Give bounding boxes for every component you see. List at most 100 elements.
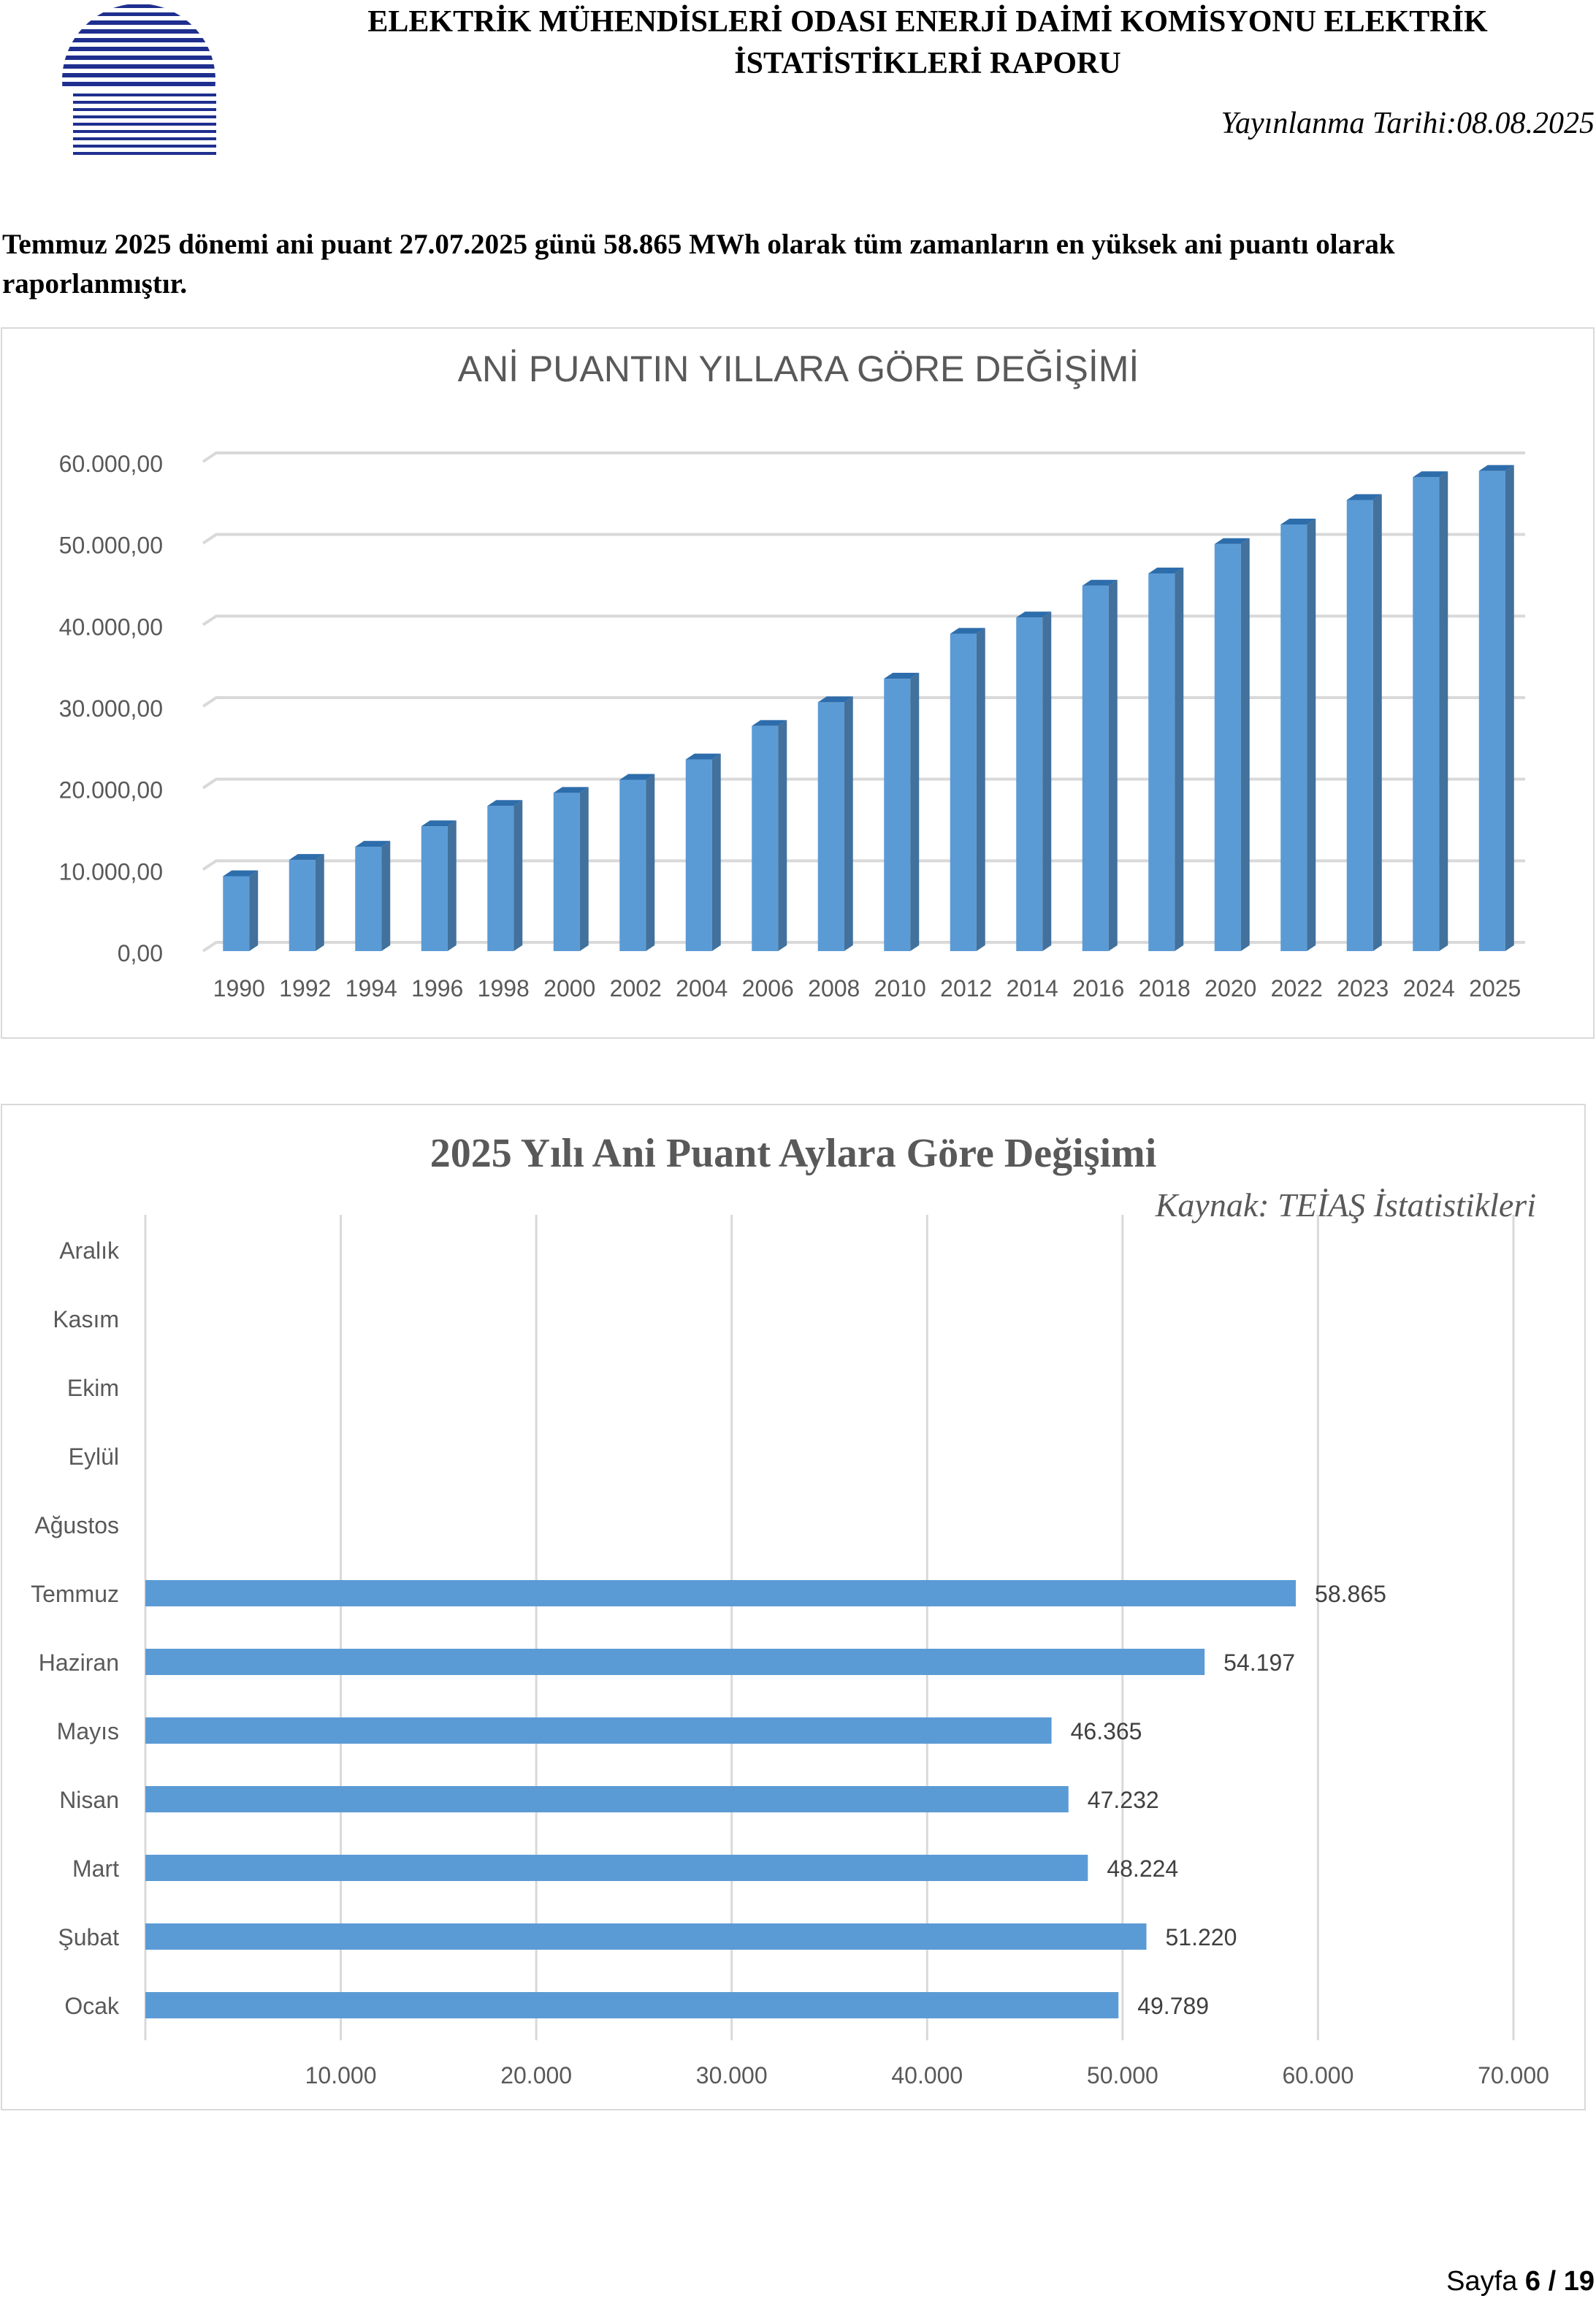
column-bar-top bbox=[619, 774, 655, 780]
column-bar-side bbox=[1175, 567, 1184, 951]
column-bar-front bbox=[355, 847, 382, 951]
gridline bbox=[202, 533, 1525, 545]
column-bar-front bbox=[1280, 524, 1307, 951]
column-bar-front bbox=[487, 806, 514, 951]
column-bar bbox=[1016, 611, 1052, 951]
month-bar bbox=[145, 1649, 1205, 1675]
data-label: 54.197 bbox=[1223, 1649, 1295, 1676]
monthly-peak-chart: 2025 Yılı Ani Puant Aylara Göre Değişimi… bbox=[1, 1104, 1586, 2110]
column-bar-top bbox=[1413, 471, 1448, 478]
yearly-peak-chart: ANİ PUANTIN YILLARA GÖRE DEĞİŞİMİ 0,00 10… bbox=[1, 327, 1595, 1039]
x-tick-label: 2008 bbox=[808, 975, 860, 1002]
yearly-peak-chart-svg: ANİ PUANTIN YILLARA GÖRE DEĞİŞİMİ 0,00 10… bbox=[59, 348, 1525, 1002]
x-tick-label: 2020 bbox=[1204, 975, 1256, 1002]
column-bar-top bbox=[1478, 465, 1514, 471]
category-label: Nisan bbox=[59, 1787, 119, 1813]
category-label: Kasım bbox=[53, 1306, 119, 1332]
column-bar-front bbox=[1346, 500, 1373, 951]
column-bar-top bbox=[1214, 538, 1250, 544]
footer-prefix: Sayfa bbox=[1446, 2266, 1518, 2297]
column-bar bbox=[553, 787, 589, 951]
column-bar-side bbox=[249, 870, 259, 951]
column-bar bbox=[950, 628, 985, 951]
x-tick-label: 2012 bbox=[940, 975, 992, 1002]
column-bar bbox=[619, 774, 655, 951]
x-tick-label: 2000 bbox=[543, 975, 595, 1002]
column-bar bbox=[487, 800, 523, 951]
data-label: 49.789 bbox=[1137, 1993, 1209, 2019]
category-label: Temmuz bbox=[31, 1581, 119, 1607]
gridline bbox=[202, 451, 1525, 463]
y-tick-label: 30.000,00 bbox=[59, 695, 163, 722]
column-bar-top bbox=[752, 720, 787, 726]
column-bar-top bbox=[884, 673, 920, 679]
column-bar-side bbox=[1372, 494, 1382, 951]
monthly-peak-chart-svg: 2025 Yılı Ani Puant Aylara Göre Değişimi… bbox=[31, 1131, 1549, 2089]
footer-sep: / bbox=[1548, 2266, 1557, 2297]
column-bar-front bbox=[421, 826, 448, 951]
data-label: 48.224 bbox=[1107, 1855, 1178, 1882]
column-bar bbox=[685, 753, 721, 951]
x-tick-label: 1998 bbox=[478, 975, 530, 1002]
column-bar bbox=[817, 696, 853, 951]
column-bar-front bbox=[1016, 617, 1043, 951]
column-bar-top bbox=[1280, 518, 1316, 524]
month-bar bbox=[145, 1717, 1052, 1744]
column-bar-side bbox=[976, 628, 985, 951]
column-bar-side bbox=[910, 673, 920, 951]
y-tick-label: 0,00 bbox=[118, 940, 163, 966]
column-bar-top bbox=[1016, 611, 1052, 618]
chart-title: 2025 Yılı Ani Puant Aylara Göre Değişimi bbox=[430, 1131, 1157, 1176]
footer-page: 6 bbox=[1524, 2266, 1541, 2297]
x-tick-label: 1992 bbox=[279, 975, 331, 1002]
x-tick-label: 10.000 bbox=[305, 2062, 377, 2089]
category-label: Ekim bbox=[67, 1375, 119, 1401]
gridline bbox=[202, 614, 1525, 626]
month-bar bbox=[145, 1855, 1088, 1881]
gridline bbox=[202, 941, 1525, 953]
column-bar-front bbox=[950, 633, 977, 951]
x-tick-label: 2018 bbox=[1139, 975, 1191, 1002]
column-bar-front bbox=[1214, 543, 1241, 951]
data-label: 58.865 bbox=[1315, 1581, 1386, 1607]
column-bar-front bbox=[289, 860, 316, 951]
column-bar-side bbox=[381, 841, 391, 951]
category-label: Şubat bbox=[58, 1924, 119, 1950]
emo-logo bbox=[62, 4, 216, 155]
month-bar bbox=[145, 1786, 1069, 1812]
column-bar-top bbox=[685, 753, 721, 760]
x-tick-label: 60.000 bbox=[1282, 2062, 1353, 2089]
column-bar-front bbox=[553, 793, 580, 951]
x-tick-label: 40.000 bbox=[891, 2062, 963, 2089]
x-tick-label: 50.000 bbox=[1087, 2062, 1158, 2089]
column-bar-top bbox=[1148, 567, 1184, 573]
column-bar-front bbox=[1478, 470, 1505, 951]
column-bar-front bbox=[1082, 585, 1109, 951]
data-label: 47.232 bbox=[1088, 1787, 1159, 1813]
x-tick-label: 1990 bbox=[213, 975, 265, 1002]
chart-title: ANİ PUANTIN YILLARA GÖRE DEĞİŞİMİ bbox=[458, 348, 1139, 389]
column-bar bbox=[1478, 465, 1514, 951]
category-label: Haziran bbox=[39, 1649, 119, 1676]
x-tick-label: 1996 bbox=[411, 975, 463, 1002]
column-bar-top bbox=[1082, 579, 1118, 586]
column-bar-side bbox=[1240, 538, 1250, 951]
column-bar-side bbox=[1505, 465, 1514, 951]
x-tick-label: 2023 bbox=[1337, 975, 1389, 1002]
column-bar bbox=[1280, 518, 1316, 951]
column-bar-side bbox=[711, 753, 721, 951]
column-bar-side bbox=[844, 696, 853, 951]
y-tick-label: 10.000,00 bbox=[59, 858, 163, 885]
column-bar-top bbox=[487, 800, 523, 806]
column-bar-side bbox=[1108, 579, 1118, 951]
y-tick-label: 60.000,00 bbox=[59, 451, 163, 477]
month-bar bbox=[145, 1580, 1297, 1606]
x-tick-label: 1994 bbox=[345, 975, 397, 1002]
category-label: Mart bbox=[72, 1855, 119, 1882]
x-tick-label: 70.000 bbox=[1478, 2062, 1549, 2089]
column-bar-top bbox=[421, 820, 457, 827]
month-bar bbox=[145, 1992, 1119, 2018]
column-bar bbox=[355, 841, 391, 951]
column-bar-front bbox=[619, 779, 646, 951]
gridline bbox=[202, 696, 1525, 708]
